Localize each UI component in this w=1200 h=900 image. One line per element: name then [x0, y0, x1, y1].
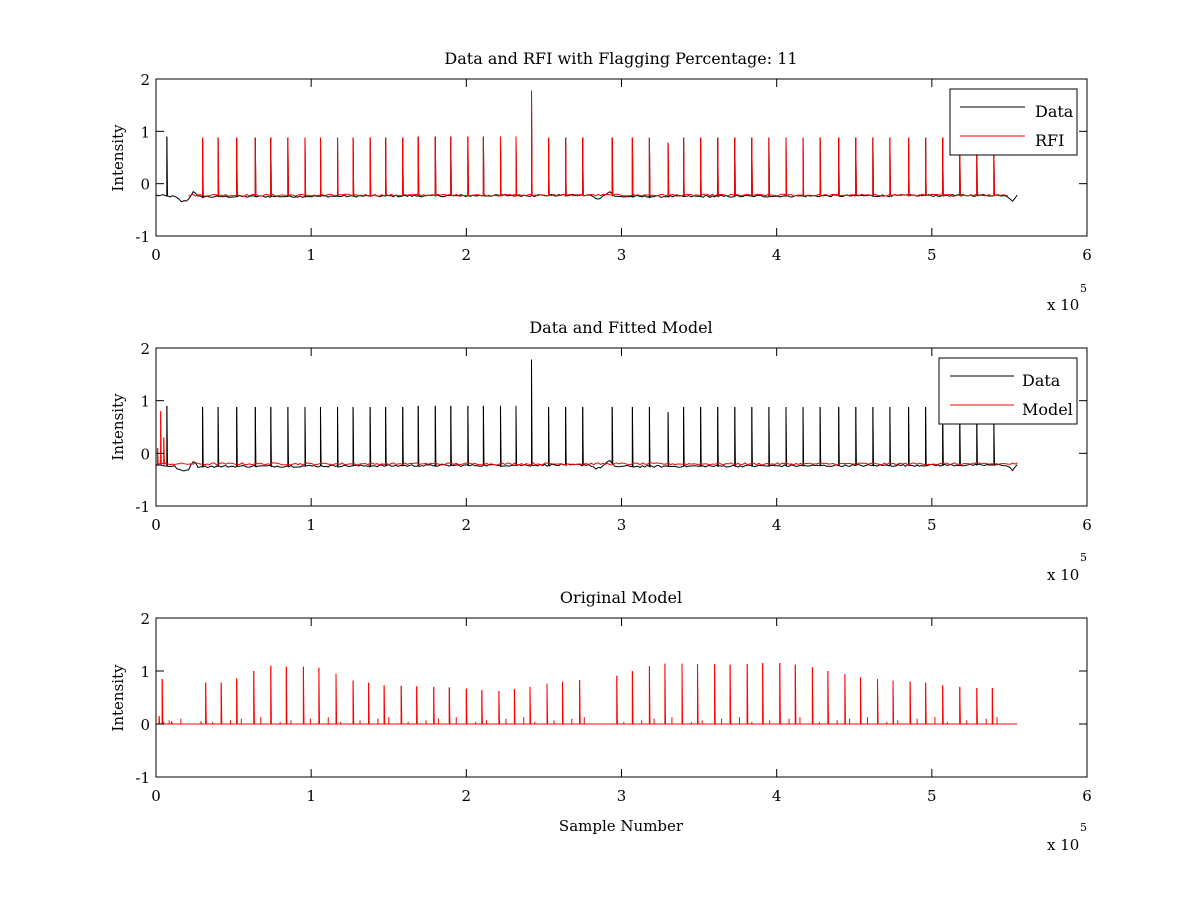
panel-3-ylabel: Intensity: [109, 664, 127, 732]
panel-1-exponent-base: x 10: [1047, 296, 1079, 314]
panel-3-title: Original Model: [560, 588, 682, 607]
panel-1: Data and RFI with Flagging Percentage: 1…: [109, 49, 1092, 314]
panel-1-xtick-label-2: 2: [462, 246, 472, 264]
panel-3-ytick-label-2: 1: [140, 663, 150, 681]
panel-1-ytick-label-0: -1: [135, 228, 150, 246]
panel-1-legend-rfi-label: RFI: [1035, 131, 1064, 150]
panel-3-series-group: [156, 662, 1018, 725]
panel-2-xtick-label-1: 1: [306, 516, 316, 534]
panel-2-xtick-label-6: 6: [1082, 516, 1092, 534]
panel-2-legend: Data Model: [938, 357, 1078, 425]
panel-1-legend: Data RFI: [949, 88, 1078, 156]
panel-1-xtick-label-5: 5: [927, 246, 937, 264]
panel-1-ytick-label-3: 2: [140, 71, 150, 89]
panel-2-xtick-label-2: 2: [462, 516, 472, 534]
panel-2-series-group: [156, 359, 1018, 472]
panel-3-xtick-label-6: 6: [1082, 787, 1092, 805]
panel-3-xtick-label-4: 4: [772, 787, 782, 805]
panel-2-ytick-label-1: 0: [140, 445, 150, 463]
panel-1-ytick-label-2: 1: [140, 123, 150, 141]
panel-1-exponent-power: 5: [1080, 282, 1087, 295]
panel-1-ylabel: Intensity: [109, 124, 127, 192]
panel-2-legend-box: [938, 357, 1078, 425]
panel-3-x-exponent: x 10 5: [1047, 821, 1087, 854]
panel-2-ytick-label-3: 2: [140, 340, 150, 358]
panel-3-ytick-label-3: 2: [140, 610, 150, 628]
panel-3-xtick-label-3: 3: [617, 787, 627, 805]
panel-3-xtick-label-0: 0: [151, 787, 161, 805]
panel-2-xtick-label-3: 3: [617, 516, 627, 534]
panel-3-xtick-label-5: 5: [927, 787, 937, 805]
panel-2-series-model-line: [156, 411, 1018, 466]
panel-2-exponent-power: 5: [1080, 551, 1087, 564]
panel-1-xtick-label-1: 1: [306, 246, 316, 264]
panel-1-xtick-label-0: 0: [151, 246, 161, 264]
panel-3-ytick-label-0: -1: [135, 769, 150, 787]
panel-1-ytick-label-1: 0: [140, 176, 150, 194]
panel-2-exponent-base: x 10: [1047, 566, 1079, 584]
panel-1-x-exponent: x 10 5: [1047, 282, 1087, 314]
panel-1-series-rfi-line: [188, 90, 1009, 198]
panel-3-xlabel: Sample Number: [559, 817, 684, 835]
panel-2-ylabel: Intensity: [109, 393, 127, 461]
panel-1-legend-data-label: Data: [1035, 102, 1074, 121]
panel-2-xtick-label-4: 4: [772, 516, 782, 534]
panel-1-legend-box: [949, 88, 1078, 156]
panel-3-exponent-base: x 10: [1047, 836, 1079, 854]
panel-1-title: Data and RFI with Flagging Percentage: 1…: [444, 49, 797, 68]
panel-3-ytick-label-1: 0: [140, 716, 150, 734]
panel-2-xtick-label-0: 0: [151, 516, 161, 534]
panel-1-series-group: [156, 90, 1018, 203]
panel-2-legend-data-label: Data: [1022, 371, 1061, 390]
panel-2-ytick-label-2: 1: [140, 393, 150, 411]
panel-2-ytick-label-0: -1: [135, 498, 150, 516]
panel-3-xtick-label-2: 2: [462, 787, 472, 805]
panel-1-xtick-label-6: 6: [1082, 246, 1092, 264]
panel-3-xtick-label-1: 1: [306, 787, 316, 805]
panel-3-exponent-power: 5: [1080, 821, 1087, 834]
panel-2-x-exponent: x 10 5: [1047, 551, 1087, 584]
panel-1-xtick-label-3: 3: [617, 246, 627, 264]
panel-2-title: Data and Fitted Model: [529, 318, 712, 337]
panel-2-xtick-label-5: 5: [927, 516, 937, 534]
panel-1-xtick-label-4: 4: [772, 246, 782, 264]
panel-2-legend-model-label: Model: [1022, 400, 1073, 419]
